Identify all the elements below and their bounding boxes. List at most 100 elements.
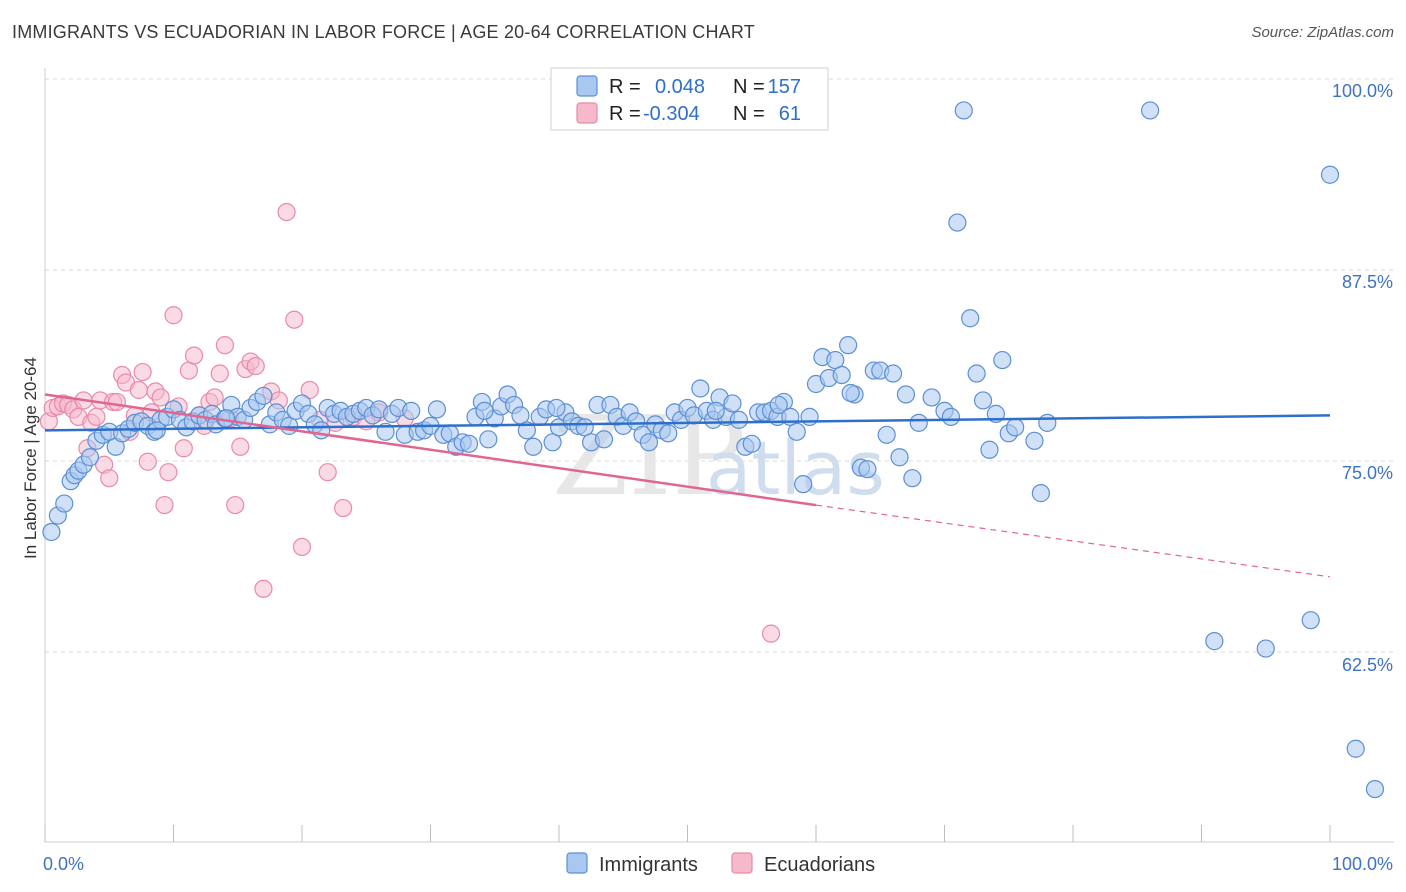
immigrants-point [883, 364, 903, 383]
immigrants-point [55, 494, 74, 513]
ecuadorians-point [129, 380, 148, 400]
immigrants-point [922, 388, 941, 407]
immigrants-point [896, 385, 916, 404]
immigrants-point [980, 440, 999, 459]
immigrants-point [961, 309, 980, 328]
immigrants-point [543, 433, 562, 452]
bottom-legend-immigrants: Immigrants [599, 854, 698, 876]
ecuadorians-point [107, 392, 127, 412]
ecuadorians-point [164, 306, 183, 325]
ecuadorians-point [226, 495, 245, 515]
immigrants-point [1006, 418, 1025, 437]
ecuadorians-point [205, 388, 224, 407]
x-tick-label: 0.0% [43, 854, 84, 874]
ecuadorians-point [87, 407, 106, 426]
ecuadorians-point [254, 579, 273, 598]
immigrants-point [254, 386, 273, 406]
immigrants-point [1140, 101, 1160, 120]
source-label: Source: ZipAtlas.com [1251, 24, 1394, 41]
immigrants-point [402, 401, 421, 421]
immigrants-point [909, 413, 928, 432]
immigrants-point [1025, 431, 1044, 450]
immigrants-point [954, 101, 973, 120]
immigrants-point [639, 433, 659, 452]
ecuadorians-point [159, 463, 178, 482]
immigrants-point [967, 364, 986, 383]
ecuadorians-point [318, 463, 337, 482]
legend-r-label-1: R = [609, 76, 641, 98]
immigrants-point [723, 394, 742, 413]
ecuadorians-trend-line [44, 393, 817, 507]
immigrants-point [517, 421, 536, 440]
ecuadorians-point [155, 495, 174, 515]
ecuadorians-point [300, 380, 319, 400]
immigrants-point [706, 401, 725, 421]
legend-r-value-1: 0.048 [655, 76, 705, 98]
immigrants-point [1346, 739, 1365, 758]
ecuadorians-point [215, 336, 234, 355]
ecuadorians-point [277, 202, 296, 222]
legend-swatch-ecuadorians [576, 102, 598, 124]
legend-n-label-2: N = [733, 103, 765, 125]
immigrants-point [948, 213, 967, 232]
immigrants-point [42, 522, 61, 542]
y-tick-label: 87.5% [1342, 272, 1393, 292]
immigrants-points [42, 101, 1385, 799]
ecuadorians-point [184, 346, 204, 365]
ecuadorians-point [151, 388, 170, 407]
immigrants-point [80, 448, 100, 467]
ecuadorians-point [246, 356, 265, 376]
ecuadorians-point [761, 624, 781, 643]
legend-r-label-2: R = [609, 103, 641, 125]
bottom-legend-ecuadorians: Ecuadorians [764, 854, 875, 876]
ecuadorians-point [133, 362, 152, 382]
immigrants-point [800, 407, 819, 426]
immigrants-point [742, 434, 761, 453]
legend-swatch-immigrants [576, 75, 598, 97]
immigrants-trend-line [44, 414, 1331, 432]
immigrants-point [312, 421, 331, 440]
ecuadorians-point [292, 537, 312, 557]
immigrants-point [547, 398, 566, 418]
immigrants-point [794, 475, 813, 494]
legend-n-value-2: 61 [779, 103, 801, 125]
ecuadorians-point [334, 498, 353, 518]
immigrants-point [427, 400, 447, 419]
immigrants-point [769, 395, 788, 415]
immigrants-point [659, 424, 678, 443]
legend: R = 0.048 N = 157 R = -0.304 N = 61 [550, 67, 829, 131]
immigrants-point [1038, 413, 1057, 432]
immigrants-point [858, 460, 877, 479]
bottom-legend-swatch-ecuadorians [731, 852, 753, 874]
immigrants-point [459, 434, 479, 453]
ecuadorians-point [100, 469, 119, 488]
y-tick-label: 75.0% [1342, 463, 1393, 483]
ecuadorians-point [210, 364, 229, 383]
immigrants-point [1256, 639, 1275, 658]
y-axis-label: In Labor Force | Age 20-64 [21, 357, 40, 559]
immigrants-point [903, 469, 922, 488]
x-tick-label: 100.0% [1332, 854, 1393, 874]
legend-n-label-1: N = [733, 76, 765, 98]
bottom-legend-swatch-immigrants [566, 852, 588, 874]
immigrants-point [1031, 484, 1050, 503]
legend-r-value-2: -0.304 [643, 103, 700, 125]
immigrants-point [993, 350, 1012, 370]
immigrants-point [1365, 779, 1385, 799]
immigrants-point [973, 391, 993, 410]
immigrants-point [826, 350, 845, 370]
immigrants-point [841, 383, 860, 403]
immigrants-point [479, 430, 498, 449]
immigrants-point [877, 425, 896, 444]
ecuadorians-point [138, 452, 157, 471]
immigrants-point [839, 336, 858, 355]
legend-n-value-1: 157 [768, 76, 801, 98]
immigrants-point [1205, 632, 1224, 651]
immigrants-point [890, 448, 909, 467]
immigrants-point [729, 410, 749, 429]
ecuadorians-trend-extension [815, 504, 1331, 578]
immigrants-point [787, 422, 806, 441]
y-tick-label: 62.5% [1342, 655, 1393, 675]
ecuadorians-point [174, 439, 193, 458]
x-tick-labels: 0.0% 100.0% [43, 854, 1393, 874]
